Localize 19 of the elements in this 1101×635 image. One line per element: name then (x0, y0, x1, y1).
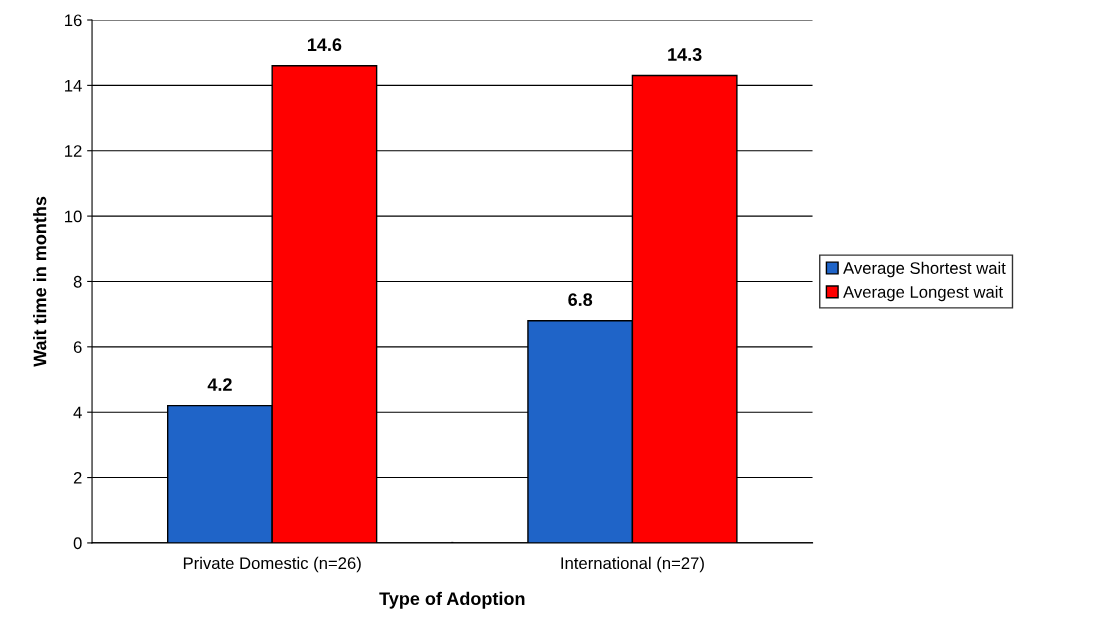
y-tick-label: 12 (65, 145, 82, 157)
y-axis-title: Wait time in months (33, 196, 47, 367)
y-tick-label: 10 (65, 210, 82, 223)
x-axis-title: Type of Adoption (379, 591, 525, 609)
data-label: 4.2 (207, 378, 232, 391)
data-label: 14.6 (307, 38, 342, 52)
data-label: 6.8 (568, 293, 593, 306)
y-tick-label: 6 (73, 341, 82, 354)
legend-label: Average Shortest wait (843, 261, 1006, 278)
x-tick-label: International (n=27) (561, 556, 704, 573)
y-tick-label: 16 (65, 14, 82, 27)
y-tick-label: 8 (73, 275, 82, 288)
y-tick-label: 0 (73, 537, 82, 550)
x-tick-label: Private Domestic (n=26) (183, 556, 361, 573)
legend-label: Average Longest wait (843, 285, 1003, 302)
data-label: 14.3 (668, 48, 702, 61)
y-tick-label: 2 (73, 471, 82, 484)
y-tick-label: 14 (65, 79, 82, 92)
y-tick-label: 4 (73, 406, 82, 419)
